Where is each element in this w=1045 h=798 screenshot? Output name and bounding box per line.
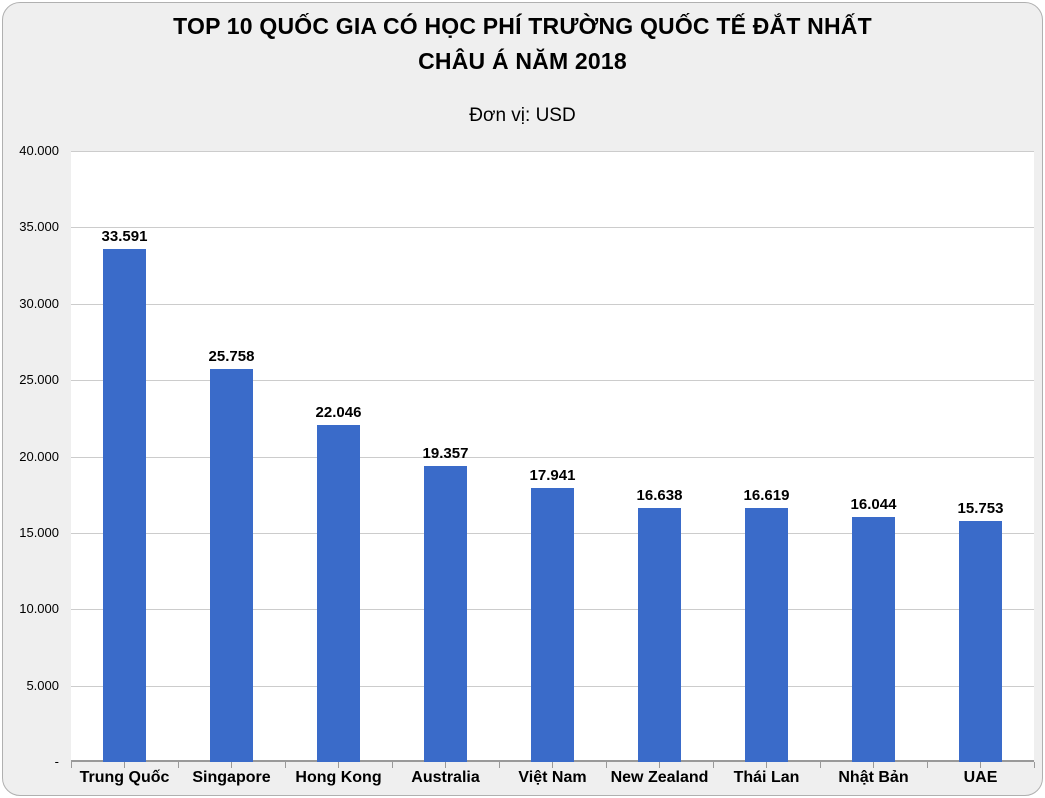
x-axis-category-label: Australia bbox=[411, 769, 480, 786]
gridline bbox=[71, 303, 1034, 305]
axis-tick bbox=[391, 762, 393, 768]
axis-tick bbox=[177, 762, 179, 768]
axis-tick bbox=[338, 762, 339, 768]
x-axis-category-label: Trung Quốc bbox=[79, 769, 170, 786]
bar-thai-lan bbox=[745, 508, 788, 762]
plot-area: 33.591 25.758 22.046 19.357 17.941 16.638 16.6… bbox=[70, 151, 1035, 768]
bar-trung-quoc bbox=[103, 248, 146, 762]
axis-tick bbox=[659, 762, 660, 768]
bar-viet-nam bbox=[531, 487, 574, 762]
axis-tick bbox=[980, 762, 981, 768]
x-axis-labels: Trung Quốc Singapore Hong Kong Australia Việ… bbox=[71, 767, 1034, 791]
bar-singapore bbox=[210, 368, 253, 762]
bar-value-label: 16.619 bbox=[743, 487, 790, 505]
gridline bbox=[71, 227, 1034, 229]
axis-tick bbox=[70, 762, 72, 768]
y-axis-tick-label: 40.000 bbox=[19, 143, 59, 158]
chart-title-line1: TOP 10 QUỐC GIA CÓ HỌC PHÍ TRƯỜNG QUỐC T… bbox=[173, 13, 872, 39]
y-axis-tick-label: 10.000 bbox=[19, 601, 59, 617]
chart-subtitle: Đơn vị: USD bbox=[469, 105, 576, 126]
axis-tick bbox=[498, 762, 500, 768]
x-axis-category-label: New Zealand bbox=[610, 769, 709, 786]
gridline bbox=[71, 380, 1034, 382]
bar-nhat-ban bbox=[852, 516, 895, 762]
bar-value-label: 22.046 bbox=[315, 404, 362, 422]
bar-hong-kong bbox=[317, 425, 360, 762]
chart-title: TOP 10 QUỐC GIA CÓ HỌC PHÍ TRƯỜNG QUỐC T… bbox=[3, 9, 1042, 79]
axis-tick bbox=[552, 762, 553, 768]
chart-title-line2: CHÂU Á NĂM 2018 bbox=[418, 48, 627, 74]
axis-tick bbox=[926, 762, 928, 768]
axis-tick bbox=[284, 762, 286, 768]
axis-tick bbox=[766, 762, 767, 768]
bar-value-label: 16.638 bbox=[636, 486, 683, 504]
y-axis-tick-label: 25.000 bbox=[19, 372, 59, 388]
axis-tick bbox=[445, 762, 446, 768]
y-axis-labels: 40.000 35.000 30.000 25.000 20.000 15.000 10.0… bbox=[3, 143, 59, 781]
axis-tick bbox=[605, 762, 607, 768]
y-axis-tick-label: - bbox=[54, 754, 59, 769]
x-axis-category-label: Việt Nam bbox=[518, 769, 587, 786]
x-axis-category-label: Nhật Bản bbox=[838, 769, 909, 786]
axis-tick bbox=[819, 762, 821, 768]
axis-tick bbox=[873, 762, 874, 768]
bar-uae bbox=[959, 521, 1002, 762]
axis-tick bbox=[124, 762, 125, 768]
bar-australia bbox=[424, 466, 467, 762]
x-axis-category-label: Hong Kong bbox=[295, 769, 382, 786]
axis-tick bbox=[231, 762, 232, 768]
x-axis-category-label: UAE bbox=[963, 769, 998, 786]
bar-value-label: 15.753 bbox=[957, 500, 1004, 518]
gridline bbox=[71, 151, 1034, 152]
x-axis-category-label: Thái Lan bbox=[733, 769, 800, 786]
y-axis-tick-label: 20.000 bbox=[19, 448, 59, 464]
x-axis-category-label: Singapore bbox=[192, 769, 271, 786]
axis-tick bbox=[1033, 762, 1035, 768]
gridline bbox=[71, 456, 1034, 458]
bar-value-label: 16.044 bbox=[850, 495, 897, 513]
axis-tick bbox=[712, 762, 714, 768]
bar-new-zealand bbox=[638, 507, 681, 762]
y-axis-tick-label: 5.000 bbox=[26, 677, 59, 693]
bar-value-label: 19.357 bbox=[422, 445, 469, 463]
y-axis-tick-label: 30.000 bbox=[19, 295, 59, 311]
y-axis-tick-label: 15.000 bbox=[19, 524, 59, 540]
y-axis-tick-label: 35.000 bbox=[19, 219, 59, 235]
bar-value-label: 25.758 bbox=[208, 347, 255, 365]
bar-value-label: 17.941 bbox=[529, 466, 576, 484]
bar-value-label: 33.591 bbox=[101, 227, 148, 245]
